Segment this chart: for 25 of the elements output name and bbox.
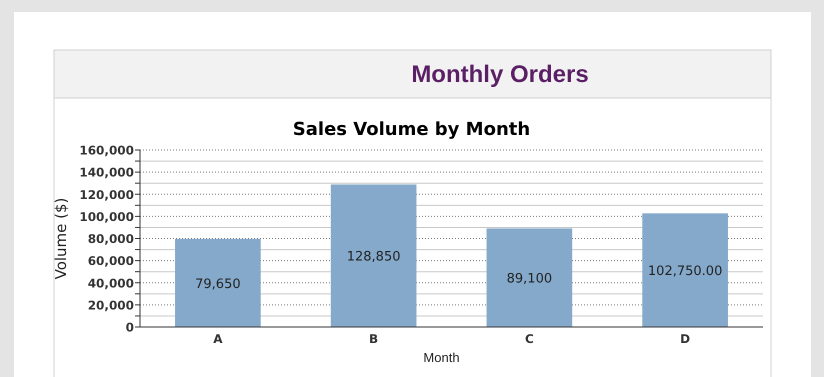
bar: [486, 228, 572, 327]
y-tick-label: 80,000: [88, 232, 134, 246]
y-tick-label: 160,000: [79, 144, 134, 158]
data-label: 89,100: [506, 272, 552, 287]
bar: [175, 238, 261, 327]
x-tick-label: B: [369, 332, 378, 346]
chart-title: Sales Volume by Month: [292, 119, 530, 140]
x-axis-title: Month: [423, 350, 460, 365]
y-tick-label: 140,000: [79, 166, 134, 180]
data-label: 79,650: [195, 276, 241, 292]
x-tick-label: A: [213, 332, 224, 346]
y-tick-label: 40,000: [88, 276, 134, 290]
text: Monthly Orders: [411, 61, 589, 88]
bar: [642, 213, 728, 327]
x-tick-label: D: [680, 332, 690, 346]
y-tick-label: 20,000: [88, 298, 134, 312]
bar: [330, 184, 416, 327]
data-label: 102,750.00: [648, 264, 722, 280]
data-label: 128,850: [346, 250, 401, 265]
y-tick-label: 100,000: [79, 210, 134, 224]
x-tick-label: C: [524, 332, 534, 346]
y-tick-label: 60,000: [88, 254, 134, 268]
y-tick-label: 120,000: [79, 188, 134, 202]
y-axis-title: Volume ($): [52, 198, 70, 280]
y-tick-label: 0: [126, 320, 134, 334]
